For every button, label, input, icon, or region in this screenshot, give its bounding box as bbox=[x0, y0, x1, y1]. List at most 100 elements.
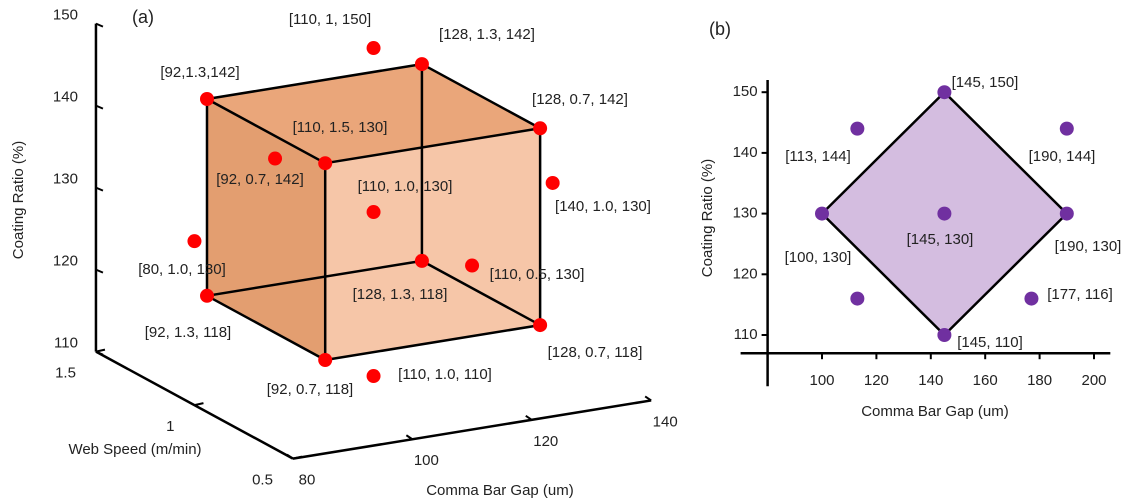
y-tick bbox=[292, 455, 303, 460]
point-label: [113, 144] bbox=[785, 148, 851, 165]
point-label: [110, 1, 150] bbox=[289, 11, 371, 28]
x-tick-label: 140 bbox=[653, 413, 678, 430]
data-point bbox=[937, 85, 952, 100]
data-point bbox=[815, 206, 829, 221]
x-tick-label: 160 bbox=[973, 372, 998, 389]
cube-edge bbox=[421, 259, 541, 327]
panel-label: (b) bbox=[709, 19, 731, 39]
point-label: [128, 0.7, 118] bbox=[548, 344, 643, 361]
y-tick-label: 130 bbox=[733, 205, 758, 222]
y-tick bbox=[95, 348, 106, 353]
data-point bbox=[200, 92, 214, 106]
point-label: [145, 130] bbox=[907, 231, 974, 248]
z-tick bbox=[95, 22, 104, 28]
y-axis-title: Coating Ratio (%) bbox=[699, 159, 716, 277]
cube-face bbox=[325, 128, 541, 360]
y-tick-label: 120 bbox=[733, 265, 758, 282]
x-tick-label: 200 bbox=[1081, 372, 1106, 389]
point-label: [128, 0.7, 142] bbox=[532, 91, 628, 108]
point-label: [177, 116] bbox=[1047, 286, 1113, 303]
point-label: [145, 150] bbox=[952, 74, 1019, 91]
point-label: [92, 0.7, 118] bbox=[267, 381, 353, 398]
y-tick-label: 1 bbox=[166, 418, 174, 435]
point-label: [110, 1.0, 110] bbox=[398, 366, 492, 383]
x-tick bbox=[525, 415, 533, 421]
y-axis-title: Web Speed (m/min) bbox=[68, 441, 201, 458]
point-label: [80, 1.0, 130] bbox=[138, 261, 226, 278]
data-point bbox=[533, 318, 548, 333]
data-point bbox=[850, 121, 865, 136]
data-point bbox=[533, 121, 548, 136]
z-axis-title: Coating Ratio (%) bbox=[10, 141, 27, 259]
cube-edge bbox=[206, 97, 326, 165]
x-tick bbox=[644, 395, 652, 402]
y-tick bbox=[194, 402, 204, 407]
data-point bbox=[318, 353, 333, 367]
cube-face bbox=[207, 99, 326, 360]
point-label: [110, 1.0, 130] bbox=[358, 178, 453, 195]
data-point bbox=[414, 253, 429, 268]
x-tick-label: 180 bbox=[1027, 372, 1052, 389]
data-point bbox=[268, 151, 283, 166]
point-label: [190, 130] bbox=[1055, 238, 1122, 255]
x-tick bbox=[405, 434, 413, 441]
x-tick-label: 100 bbox=[809, 372, 834, 389]
z-tick-label: 110 bbox=[54, 335, 78, 352]
point-label: [145, 110] bbox=[957, 334, 1023, 351]
point-label: [128, 1.3, 118] bbox=[353, 286, 448, 303]
x-tick-label: 80 bbox=[299, 472, 316, 489]
data-point bbox=[366, 369, 381, 384]
data-point bbox=[545, 175, 560, 190]
cube-edge bbox=[206, 259, 423, 298]
y-tick-label: 140 bbox=[733, 144, 758, 161]
y-tick-label: 150 bbox=[733, 83, 758, 100]
point-label: [128, 1.3, 142] bbox=[439, 26, 535, 43]
x-axis-title: Comma Bar Gap (um) bbox=[861, 403, 1009, 420]
point-label: [110, 0.5, 130] bbox=[490, 266, 585, 283]
x-tick-label: 120 bbox=[533, 433, 558, 450]
z-tick-label: 150 bbox=[53, 7, 78, 24]
point-label: [92, 1.3, 118] bbox=[145, 324, 231, 341]
point-label: [100, 130] bbox=[785, 249, 852, 266]
point-label: [92,1.3,142] bbox=[160, 64, 239, 81]
cube-edge bbox=[421, 62, 541, 130]
cube-edge bbox=[324, 127, 541, 165]
cube-face bbox=[207, 64, 541, 164]
data-point bbox=[465, 258, 480, 273]
x-axis bbox=[292, 399, 652, 460]
y-axis bbox=[95, 350, 294, 460]
x-tick-label: 140 bbox=[918, 372, 943, 389]
cube-edge bbox=[206, 62, 423, 101]
z-tick bbox=[95, 104, 104, 110]
data-point bbox=[366, 41, 381, 56]
data-point bbox=[1059, 121, 1074, 136]
z-tick bbox=[95, 268, 104, 274]
data-point bbox=[187, 234, 202, 249]
x-tick-label: 100 bbox=[414, 452, 439, 469]
data-point bbox=[414, 57, 429, 72]
data-point bbox=[366, 205, 381, 220]
data-point bbox=[1059, 206, 1074, 221]
point-label: [140, 1.0, 130] bbox=[555, 198, 651, 215]
point-label: [92, 0.7, 142] bbox=[216, 171, 304, 188]
point-label: [110, 1.5, 130] bbox=[293, 119, 388, 136]
data-point bbox=[200, 288, 214, 303]
panel-label: (a) bbox=[132, 7, 154, 27]
cube-edge bbox=[206, 294, 326, 362]
data-point bbox=[850, 291, 865, 306]
data-point bbox=[937, 328, 952, 342]
y-tick-label: 0.5 bbox=[252, 472, 273, 489]
x-tick-label: 120 bbox=[864, 372, 889, 389]
z-tick bbox=[95, 186, 104, 192]
z-tick-label: 140 bbox=[53, 89, 78, 106]
data-point bbox=[1024, 291, 1039, 306]
y-tick-label: 110 bbox=[734, 326, 758, 343]
x-tick bbox=[286, 453, 294, 460]
x-axis-title: Comma Bar Gap (um) bbox=[426, 482, 574, 499]
data-point bbox=[937, 206, 952, 221]
z-tick-label: 130 bbox=[53, 171, 78, 188]
data-point bbox=[318, 156, 333, 171]
point-label: [190, 144] bbox=[1029, 148, 1096, 165]
y-tick-label: 1.5 bbox=[55, 365, 76, 382]
